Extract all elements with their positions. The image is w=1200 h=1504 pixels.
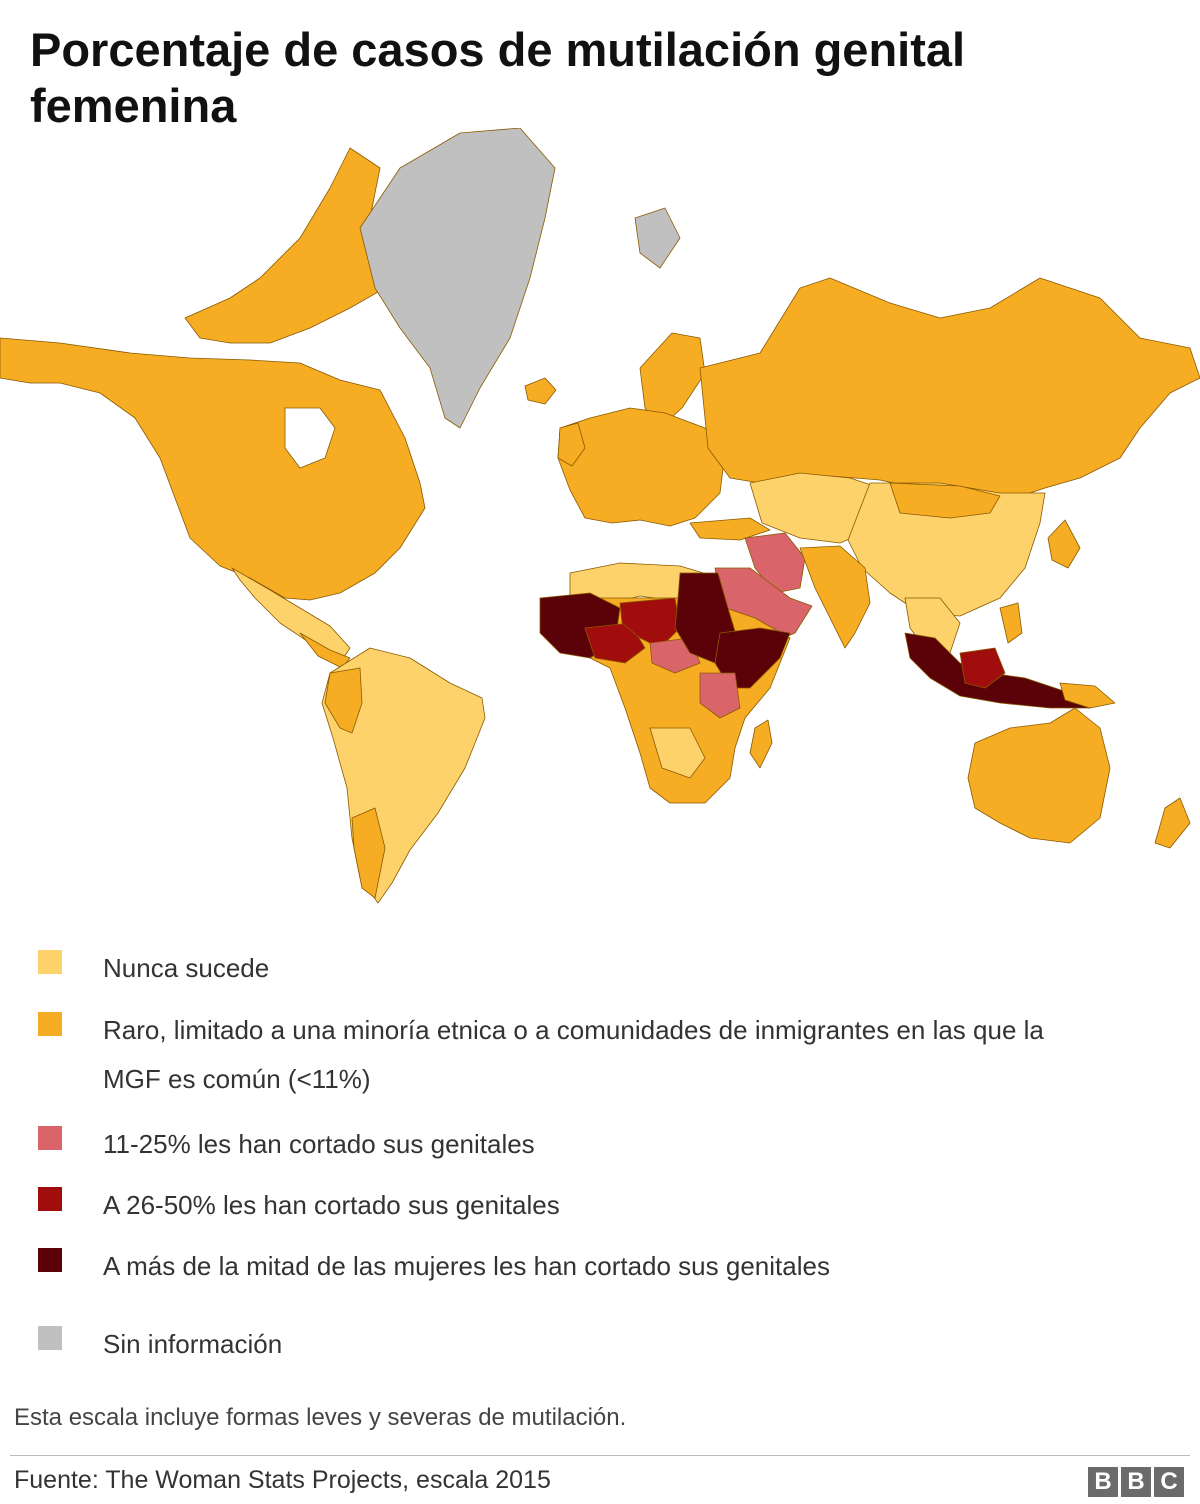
region-iceland <box>524 377 557 405</box>
legend-label: Raro, limitado a una minoría etnica o a … <box>103 1015 1044 1094</box>
legend-label: 11-25% les han cortado sus genitales <box>103 1129 535 1159</box>
region-new-guinea <box>1059 682 1116 709</box>
legend-swatch <box>38 950 62 974</box>
region-iran <box>744 532 806 594</box>
region-russia <box>699 277 1200 504</box>
region-north-america <box>0 337 426 601</box>
region-southern-africa-never <box>649 727 706 779</box>
legend-label: Sin información <box>103 1329 283 1359</box>
bbc-logo-letter: C <box>1154 1467 1184 1497</box>
bbc-logo: B B C <box>1088 1467 1184 1497</box>
legend-swatch <box>38 1187 62 1211</box>
region-svalbard <box>634 207 681 269</box>
legend-label: A más de la mitad de las mujeres les han… <box>103 1251 830 1281</box>
bbc-logo-letter: B <box>1121 1467 1151 1497</box>
region-southern-cone <box>351 807 386 899</box>
legend-label: Nunca sucede <box>103 953 270 983</box>
region-east-africa <box>699 672 741 719</box>
region-borneo <box>959 647 1006 689</box>
region-hudson-bay <box>284 407 336 469</box>
region-canada-arctic-islands <box>184 147 396 344</box>
scale-note: Esta escala incluye formas leves y sever… <box>14 1404 627 1431</box>
region-andean-countries <box>324 667 363 734</box>
region-new-zealand <box>1154 797 1191 849</box>
region-philippines <box>999 602 1023 644</box>
legend-swatch <box>38 1126 62 1150</box>
legend-swatch <box>38 1248 62 1272</box>
bbc-logo-letter: B <box>1088 1467 1118 1497</box>
legend-swatch <box>38 1326 62 1350</box>
legend-label: A 26-50% les han cortado sus genitales <box>103 1190 560 1220</box>
region-europe <box>557 407 726 527</box>
legend-swatch <box>38 1012 62 1036</box>
source-credit: Fuente: The Woman Stats Projects, escala… <box>14 1466 551 1494</box>
footer-divider <box>10 1455 1190 1456</box>
region-mongolia <box>889 482 1001 519</box>
world-map <box>0 128 1200 904</box>
region-uk-ireland <box>557 422 586 467</box>
region-australia <box>967 707 1111 844</box>
region-madagascar <box>749 719 773 769</box>
region-greenland <box>359 128 556 429</box>
region-korea-japan <box>1047 519 1081 569</box>
region-south-asia <box>799 545 871 649</box>
region-turkey <box>689 517 771 541</box>
page-title: Porcentaje de casos de mutilación genita… <box>30 23 966 132</box>
